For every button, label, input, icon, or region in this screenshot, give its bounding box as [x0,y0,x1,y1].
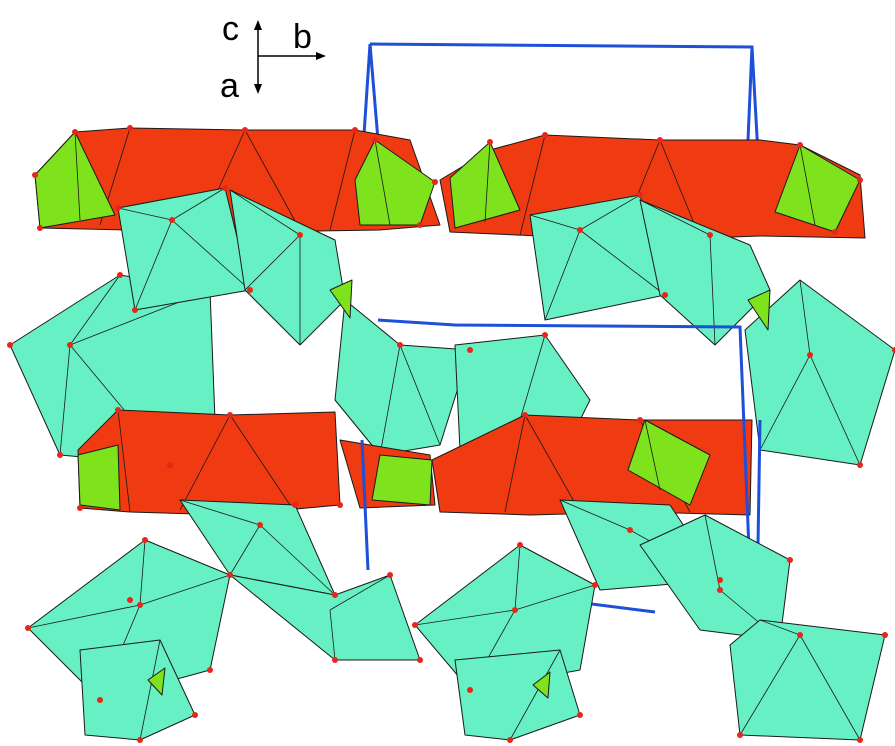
a-axis-label: a [220,67,239,105]
lower-tetrahedra [147,279,771,699]
b-arrowhead-icon [316,52,326,60]
b-axis-label: b [293,18,312,56]
unit-cell-front [360,318,762,614]
axis-indicator: c b a [220,10,326,105]
lower-octahedra-band [27,499,886,741]
a-arrowhead-icon [254,84,262,94]
c-arrowhead-icon [254,20,262,30]
oxygen-atoms [7,125,895,743]
c-axis-label: c [222,10,239,48]
